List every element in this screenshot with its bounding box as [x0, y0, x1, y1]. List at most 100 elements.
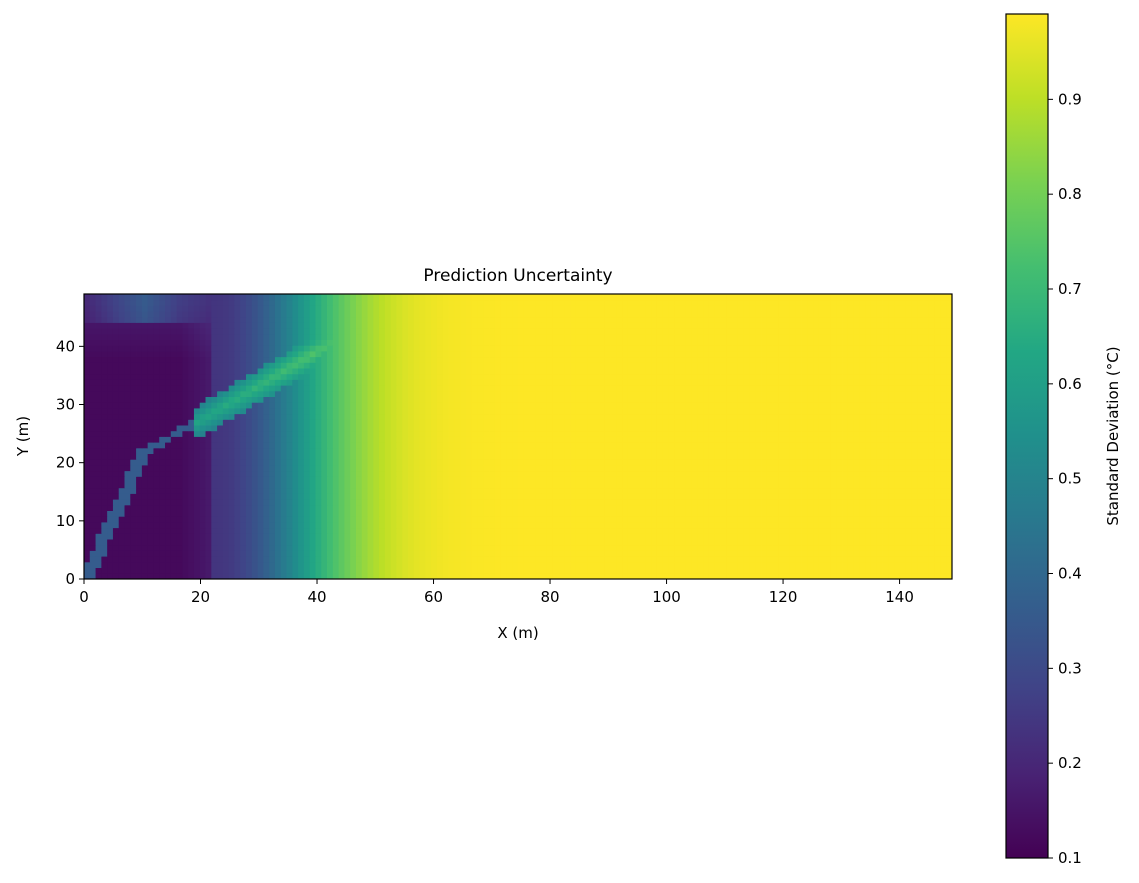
heatmap-cell — [84, 385, 91, 392]
heatmap-cell — [95, 442, 102, 449]
heatmap-cell — [211, 413, 218, 420]
heatmap-cell — [743, 447, 750, 454]
heatmap-cell — [662, 430, 669, 437]
heatmap-cell — [627, 482, 635, 489]
heatmap-cell — [89, 527, 96, 534]
heatmap-cell — [552, 499, 559, 506]
heatmap-cell — [581, 522, 588, 529]
heatmap-cell — [165, 476, 172, 483]
heatmap-cell — [431, 556, 438, 563]
heatmap-cell — [801, 470, 808, 477]
heatmap-cell — [575, 550, 583, 557]
heatmap-cell — [460, 539, 467, 546]
heatmap-cell — [500, 522, 507, 529]
heatmap-cell — [257, 413, 264, 420]
heatmap-cell — [766, 459, 774, 466]
heatmap-cell — [876, 408, 883, 415]
heatmap-cell — [795, 482, 802, 489]
heatmap-cell — [379, 436, 386, 443]
heatmap-cell — [761, 504, 768, 511]
heatmap-cell — [541, 447, 548, 454]
heatmap-cell — [610, 442, 617, 449]
heatmap-cell — [697, 561, 704, 568]
heatmap-cell — [188, 396, 195, 403]
heatmap-cell — [865, 556, 872, 563]
heatmap-cell — [911, 573, 918, 580]
heatmap-cell — [379, 539, 386, 546]
heatmap-cell — [124, 504, 131, 511]
heatmap-cell — [84, 522, 91, 529]
heatmap-cell — [234, 419, 241, 426]
heatmap-cell — [645, 561, 652, 568]
heatmap-cell — [610, 459, 617, 466]
heatmap-cell — [136, 413, 143, 420]
heatmap-cell — [778, 487, 785, 494]
heatmap-cell — [379, 573, 386, 580]
heatmap-cell — [703, 396, 710, 403]
heatmap-cell — [373, 430, 380, 437]
heatmap-cell — [124, 476, 131, 483]
heatmap-cell — [425, 499, 432, 506]
heatmap-cell — [807, 459, 814, 466]
heatmap-cell — [350, 390, 357, 397]
heatmap-cell — [165, 539, 172, 546]
heatmap-cell — [859, 390, 866, 397]
heatmap-cell — [274, 442, 282, 449]
heatmap-cell — [865, 567, 872, 574]
heatmap-cell — [292, 527, 299, 534]
heatmap-cell — [292, 390, 299, 397]
heatmap-cell — [923, 556, 930, 563]
heatmap-cell — [431, 573, 438, 580]
heatmap-cell — [911, 544, 918, 551]
heatmap-cell — [599, 425, 606, 432]
heatmap-cell — [327, 465, 334, 472]
heatmap-cell — [512, 550, 519, 557]
heatmap-cell — [662, 527, 669, 534]
heatmap-cell — [518, 504, 525, 511]
heatmap-cell — [865, 453, 872, 460]
heatmap-cell — [182, 402, 189, 409]
heatmap-cell — [703, 510, 710, 517]
heatmap-cell — [737, 413, 745, 420]
heatmap-cell — [147, 385, 154, 392]
heatmap-cell — [656, 470, 664, 477]
heatmap-cell — [674, 522, 681, 529]
heatmap-cell — [708, 539, 716, 546]
heatmap-cell — [246, 408, 253, 415]
heatmap-cell — [350, 527, 357, 534]
heatmap-cell — [367, 550, 374, 557]
heatmap-cell — [651, 430, 658, 437]
heatmap-cell — [570, 408, 577, 415]
heatmap-cell — [384, 413, 392, 420]
heatmap-cell — [107, 430, 114, 437]
heatmap-cell — [882, 470, 889, 477]
heatmap-cell — [292, 522, 299, 529]
heatmap-cell — [176, 550, 183, 557]
heatmap-cell — [518, 544, 525, 551]
heatmap-cell — [685, 539, 692, 546]
heatmap-cell — [668, 465, 675, 472]
heatmap-cell — [425, 516, 432, 523]
heatmap-cell — [564, 453, 571, 460]
heatmap-cell — [784, 430, 791, 437]
heatmap-cell — [408, 516, 415, 523]
heatmap-cell — [118, 482, 125, 489]
heatmap-cell — [599, 419, 606, 426]
heatmap-cell — [153, 567, 160, 574]
heatmap-cell — [234, 436, 241, 443]
heatmap-cell — [454, 487, 461, 494]
heatmap-cell — [737, 544, 745, 551]
heatmap-cell — [714, 487, 721, 494]
heatmap-cell — [454, 504, 461, 511]
heatmap-cell — [390, 544, 397, 551]
heatmap-cell — [384, 499, 392, 506]
heatmap-cell — [766, 408, 774, 415]
heatmap-cell — [280, 550, 287, 557]
heatmap-cell — [674, 516, 681, 523]
heatmap-cell — [477, 476, 484, 483]
heatmap-cell — [593, 413, 600, 420]
heatmap-cell — [645, 453, 652, 460]
heatmap-cell — [651, 436, 658, 443]
heatmap-cell — [899, 447, 907, 454]
heatmap-cell — [298, 539, 305, 546]
